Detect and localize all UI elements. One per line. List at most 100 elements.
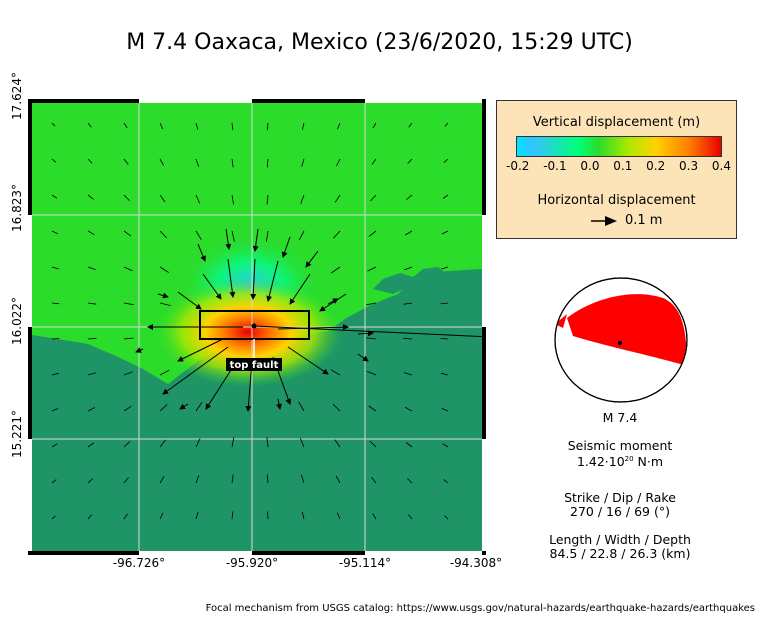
- displacement-arrow: [87, 194, 94, 200]
- moment-value: 1.42·1020 N·m: [540, 452, 700, 469]
- displacement-arrow: [336, 158, 341, 167]
- displacement-arrow: [266, 437, 269, 448]
- tick-label: 0.0: [580, 159, 600, 173]
- displacement-arrow: [406, 194, 413, 200]
- displacement-arrow: [195, 402, 203, 412]
- displacement-arrow: [440, 338, 449, 340]
- displacement-arrow: [371, 158, 377, 165]
- displacement-arrow: [440, 266, 449, 270]
- fault-label-box: [226, 358, 282, 371]
- displacement-arrow: [87, 442, 95, 448]
- displacement-arrow: [366, 371, 377, 376]
- mechanism-label: M 7.4: [602, 410, 638, 425]
- moment-unit: N·m: [633, 454, 664, 470]
- tick-label: 0.3: [679, 159, 699, 173]
- displacement-map: top fault: [28, 99, 486, 555]
- moment-mantissa: 1.42·10: [576, 454, 625, 470]
- displacement-arrow: [87, 407, 96, 412]
- displacement-arrow: [266, 158, 269, 168]
- displacement-arrow: [159, 266, 169, 273]
- displacement-arrow: [123, 122, 128, 129]
- displacement-arrow: [333, 230, 341, 239]
- displacement-arrow: [404, 406, 413, 412]
- displacement-arrow: [195, 122, 199, 130]
- displacement-arrow: [51, 338, 60, 340]
- displacement-arrow: [123, 477, 129, 484]
- displacement-arrow: [159, 475, 165, 484]
- displacement-arrow: [195, 194, 201, 204]
- displacement-arrow: [51, 230, 59, 235]
- displacement-arrow: [87, 158, 93, 164]
- displacement-arrow: [195, 158, 200, 167]
- displacement-arrow: [442, 194, 449, 199]
- displacement-arrow: [403, 302, 413, 305]
- displacement-arrow: [87, 514, 92, 520]
- displacement-arrow: [51, 408, 59, 412]
- lat-label-4: 15.221°: [10, 410, 24, 458]
- legend-box: Vertical displacement (m) -0.2 -0.1 0.0 …: [496, 100, 737, 239]
- displacement-arrow: [231, 437, 235, 448]
- tick-label: 0.2: [646, 159, 666, 173]
- displacement-arrow: [366, 337, 377, 340]
- displacement-arrow: [159, 158, 165, 166]
- displacement-arrow: [407, 478, 413, 484]
- displacement-arrow: [266, 194, 269, 205]
- displacement-arrow: [87, 230, 95, 236]
- displacement-arrow: [159, 439, 166, 448]
- displacement-arrow: [332, 403, 341, 412]
- displacement-arrow: [301, 511, 305, 520]
- displacement-arrow: [87, 372, 97, 376]
- displacement-arrow: [123, 513, 128, 520]
- tick-label: -0.1: [543, 159, 567, 173]
- vertical-displacement-title: Vertical displacement (m): [532, 115, 701, 130]
- sdr-value: 270 / 16 / 69 (°): [570, 504, 670, 519]
- displacement-arrow: [440, 372, 449, 376]
- displacement-arrow: [51, 515, 56, 520]
- displacement-arrow: [441, 230, 449, 235]
- displacement-arrow: [369, 440, 377, 448]
- displacement-arrow: [195, 511, 199, 520]
- lat-label-3: 16.022°: [10, 297, 24, 345]
- displacement-arrow: [87, 478, 93, 484]
- displacement-arrow: [195, 230, 202, 241]
- displacement-arrow: [267, 122, 269, 131]
- figure-title: M 7.4 Oaxaca, Mexico (23/6/2020, 15:29 U…: [126, 30, 633, 55]
- ocean-area: [32, 269, 482, 551]
- displacement-arrow: [334, 194, 341, 203]
- displacement-arrow: [51, 194, 58, 199]
- lon-label-3: -95.114°: [338, 556, 392, 570]
- lwd-title: Length / Width / Depth: [549, 532, 691, 547]
- displacement-arrow: [408, 514, 413, 520]
- displacement-arrow: [405, 442, 413, 448]
- displacement-arrow: [299, 437, 305, 448]
- displacement-arrow: [443, 158, 449, 163]
- displacement-arrow: [298, 401, 305, 412]
- fault-label: top fault: [230, 360, 279, 371]
- horizontal-displacement-title: Horizontal displacement: [537, 193, 696, 208]
- displacement-arrow: [372, 513, 377, 520]
- displacement-arrow: [408, 122, 413, 128]
- displacement-arrow: [51, 479, 57, 484]
- displacement-arrow: [51, 266, 59, 270]
- displacement-arrow: [231, 230, 235, 242]
- displacement-arrow: [159, 230, 167, 239]
- displacement-arrows: [135, 228, 374, 412]
- displacement-arrow: [123, 302, 134, 306]
- displacement-arrow: [368, 405, 377, 412]
- displacement-arrow: [301, 122, 305, 130]
- sdr-title: Strike / Dip / Rake: [564, 490, 676, 505]
- displacement-arrow: [231, 158, 234, 168]
- displacement-arrow: [442, 443, 449, 448]
- displacement-arrow: [231, 474, 234, 484]
- displacement-arrow: [440, 302, 449, 305]
- displacement-arrow: [368, 230, 377, 237]
- displacement-arrow: [444, 515, 449, 520]
- lon-label-2: -95.920°: [225, 556, 279, 570]
- lon-label-1: -96.726°: [112, 556, 166, 570]
- frame-ticks: [28, 99, 486, 555]
- displacement-arrow: [337, 122, 341, 130]
- displacement-arrow: [51, 158, 57, 163]
- displacement-arrow: [123, 158, 129, 165]
- displacement-arrow: [266, 474, 269, 484]
- displacement-arrow: [159, 122, 164, 130]
